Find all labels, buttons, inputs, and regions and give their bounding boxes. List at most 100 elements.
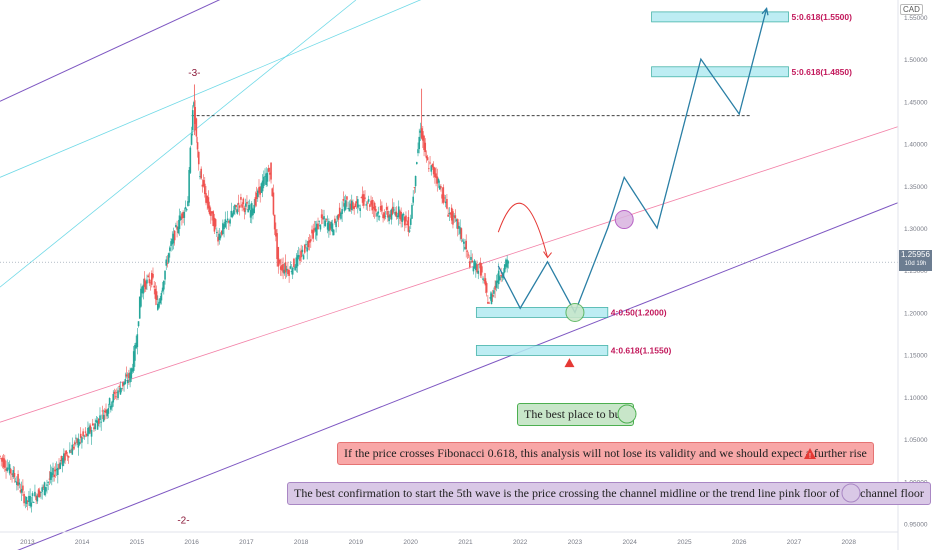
candle-body (306, 247, 308, 252)
candle-body (265, 173, 268, 186)
y-tick-label: 1.15000 (904, 353, 928, 360)
candle-body (75, 437, 77, 439)
y-tick-label: 1.55000 (904, 15, 928, 22)
candle-body (82, 431, 84, 437)
candle-body (38, 491, 41, 497)
candle-body (376, 213, 378, 217)
candle-body (207, 197, 210, 209)
candle-body (226, 218, 229, 221)
fib-zones: 4:0.50(1.2000) 4:0.618(1.1550) 5:0.618(1.4… (475, 11, 852, 356)
candle-body (323, 216, 325, 220)
candle-body (408, 230, 411, 232)
candle-body (430, 165, 433, 172)
candle-body (343, 203, 346, 211)
candle-body (479, 262, 482, 276)
candle-body (425, 155, 428, 159)
candle-body (464, 246, 466, 250)
candle-body (289, 266, 292, 269)
candle-body (506, 259, 508, 268)
candle-body (361, 194, 364, 203)
candle-body (448, 213, 451, 214)
candle-body (309, 239, 312, 242)
candle-body (37, 489, 40, 498)
candle-body (63, 453, 65, 463)
candle-body (96, 420, 99, 430)
candle-body (35, 495, 37, 501)
candle-body (161, 287, 164, 292)
candle-body (342, 199, 345, 201)
y-tick-label: 1.50000 (904, 57, 928, 64)
candle-body (40, 492, 42, 493)
candle-body (423, 135, 425, 151)
candle-body (317, 223, 319, 230)
candle-body (43, 482, 46, 496)
candle-body (148, 279, 151, 284)
x-tick-label: 2019 (349, 539, 364, 546)
candle-body (496, 280, 499, 283)
warning-icon (564, 358, 575, 368)
currency-label: CAD (900, 4, 923, 15)
candle-body (444, 201, 447, 204)
labels: -2- -3- (177, 68, 200, 527)
candle-body (258, 187, 260, 193)
candle-body (171, 238, 174, 245)
y-tick-label: 1.25000 (904, 268, 928, 275)
candle-body (362, 194, 365, 206)
candle-body (266, 172, 269, 182)
candle-body (442, 187, 445, 203)
candle-body (355, 201, 358, 204)
candle-body (278, 259, 281, 264)
candle-body (187, 201, 189, 207)
candlesticks (0, 84, 510, 513)
candle-body (0, 458, 3, 460)
candle-body (246, 201, 248, 204)
candle-body (52, 467, 54, 475)
candle-body (183, 211, 186, 218)
candle-body (436, 176, 439, 184)
candle-body (406, 223, 408, 226)
candle-body (418, 136, 421, 150)
candle-body (352, 202, 354, 209)
candle-body (124, 379, 127, 384)
candle-body (164, 270, 166, 280)
candle-body (454, 215, 457, 219)
y-tick-label: 1.45000 (904, 99, 928, 106)
candle-body (48, 478, 51, 480)
candle-body (283, 269, 286, 274)
candle-body (300, 250, 302, 258)
candle-body (181, 213, 183, 219)
candle-body (370, 200, 372, 205)
last-price-tag: 1.25956 10d 19h (899, 250, 932, 271)
candle-body (484, 278, 487, 286)
channel-lines (0, 0, 899, 550)
candle-body (110, 405, 112, 410)
candle-body (100, 421, 102, 423)
candle-body (318, 220, 321, 222)
candle-body (229, 219, 231, 224)
candle-body (296, 255, 299, 267)
candle-body (490, 293, 493, 305)
candle-body (301, 249, 304, 253)
candle-body (396, 215, 399, 218)
candle-body (150, 273, 153, 285)
candle-body (322, 217, 324, 220)
candle-body (194, 107, 196, 124)
candle-body (2, 458, 5, 468)
x-tick-label: 2013 (20, 539, 35, 546)
candle-body (377, 211, 380, 214)
candle-body (228, 220, 230, 223)
candle-body (308, 240, 311, 243)
candle-body (432, 166, 435, 175)
candle-body (129, 372, 131, 383)
candle-body (196, 142, 199, 150)
candle-body (114, 396, 117, 398)
candle-body (411, 205, 413, 219)
candle-body (491, 295, 494, 297)
fib-zone-label: 5:0.618(1.4850) (791, 67, 852, 77)
candle-body (373, 202, 376, 211)
candle-body (146, 279, 148, 284)
candle-body (495, 280, 498, 288)
candle-body (195, 118, 198, 137)
candle-body (437, 178, 440, 183)
candle-body (499, 276, 501, 281)
